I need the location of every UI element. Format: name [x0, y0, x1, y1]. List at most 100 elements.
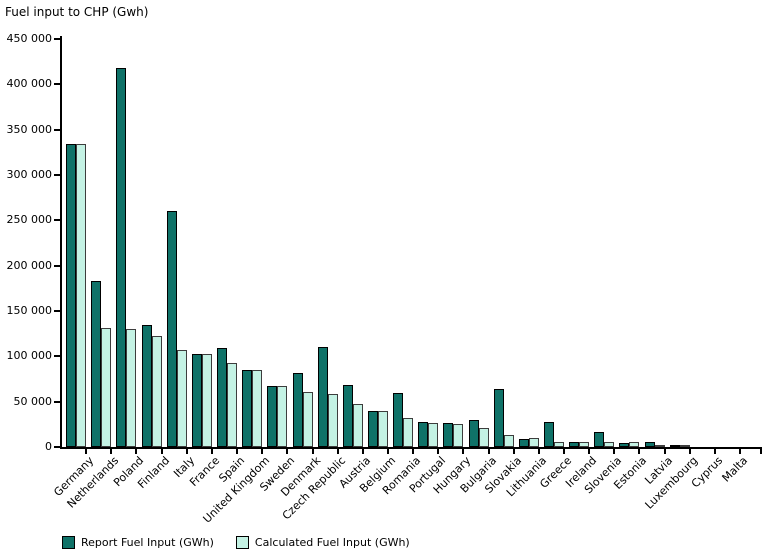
y-axis-tick	[54, 446, 60, 448]
chart-legend: Report Fuel Input (GWh) Calculated Fuel …	[62, 536, 410, 549]
bar-calculated-netherlands	[101, 328, 112, 447]
bar-report-greece	[544, 422, 554, 447]
y-axis-tick	[54, 83, 60, 86]
x-axis-tick	[160, 449, 163, 454]
bar-calculated-united-kingdom	[252, 369, 263, 447]
x-axis-tick	[437, 449, 440, 454]
x-axis-tick	[210, 449, 213, 454]
bar-calculated-belgium	[377, 410, 388, 447]
bar-report-hungary	[443, 423, 454, 447]
bar-calculated-austria	[352, 403, 363, 447]
bar-calculated-sweden	[277, 385, 288, 447]
y-axis-label: 100 000	[6, 349, 53, 363]
y-axis-tick	[54, 38, 60, 40]
x-axis-tick	[185, 449, 188, 454]
bar-calculated-spain	[227, 363, 238, 447]
bar-calculated-bulgaria	[478, 428, 489, 447]
report-series-swatch	[62, 536, 75, 549]
bar-calculated-portugal	[428, 422, 439, 447]
y-axis-tick	[54, 400, 60, 403]
bar-calculated-finland	[151, 335, 162, 447]
bar-report-spain	[217, 348, 228, 447]
y-axis-label: 400 000	[6, 77, 53, 91]
x-axis-tick	[663, 449, 666, 454]
x-axis-end-tick	[760, 449, 762, 454]
bar-calculated-ireland	[579, 441, 590, 447]
bar-report-ireland	[569, 442, 580, 447]
bar-report-austria	[342, 385, 353, 447]
y-axis-tick	[54, 174, 60, 176]
x-axis-tick	[537, 449, 540, 454]
bar-calculated-denmark	[302, 391, 313, 447]
bar-calculated-greece	[554, 441, 564, 447]
x-axis-tick	[462, 449, 465, 454]
bar-calculated-slovenia	[604, 442, 615, 447]
bar-report-portugal	[418, 422, 429, 447]
x-axis-tick	[487, 449, 490, 454]
bar-calculated-italy	[176, 350, 187, 447]
bar-report-belgium	[367, 410, 378, 447]
x-axis-tick	[336, 449, 339, 454]
x-axis-tick	[713, 449, 716, 454]
x-axis-tick	[563, 449, 565, 454]
x-axis-tick	[236, 449, 238, 454]
bar-report-slovakia	[493, 389, 504, 447]
y-axis-label: 250 000	[6, 213, 53, 227]
bar-report-sweden	[267, 385, 278, 447]
bar-calculated-lithuania	[528, 438, 539, 447]
bar-report-italy	[166, 211, 177, 447]
chart-title: Fuel input to CHP (Gwh)	[5, 5, 149, 19]
x-axis-label-malta: Malta	[719, 454, 751, 485]
bar-report-france	[191, 353, 202, 447]
bar-report-lithuania	[518, 439, 529, 447]
x-axis-tick	[588, 449, 591, 454]
y-axis-tick	[54, 264, 60, 267]
bar-report-czech-republic	[317, 347, 328, 447]
y-axis-line	[60, 36, 62, 449]
x-axis-tick	[135, 449, 138, 454]
y-axis-label: 300 000	[6, 168, 53, 181]
legend-item-calculated: Calculated Fuel Input (GWh)	[235, 536, 410, 549]
bar-calculated-luxembourg	[679, 445, 690, 447]
bar-report-bulgaria	[468, 419, 479, 447]
y-axis-label: 350 000	[6, 122, 53, 136]
x-axis-tick	[361, 449, 364, 454]
bar-report-poland	[116, 68, 127, 447]
bar-calculated-czech-republic	[327, 393, 338, 447]
x-axis-line	[60, 447, 762, 449]
x-axis-tick	[110, 449, 113, 454]
x-axis-tick	[286, 449, 289, 454]
bar-calculated-germany	[76, 144, 87, 447]
bar-report-denmark	[292, 372, 303, 447]
x-axis-tick	[512, 449, 515, 454]
y-axis-label: 150 000	[6, 304, 53, 317]
bar-calculated-estonia	[629, 442, 640, 447]
plot-area	[62, 39, 762, 447]
bar-report-estonia	[619, 442, 630, 447]
x-axis-tick	[613, 449, 616, 454]
y-axis-label: 200 000	[6, 258, 53, 272]
bar-report-romania	[393, 392, 404, 447]
x-axis-tick	[412, 449, 415, 454]
x-axis-tick	[688, 449, 691, 454]
y-axis-tick	[54, 310, 60, 312]
bar-calculated-romania	[403, 418, 414, 447]
legend-item-report: Report Fuel Input (GWh)	[62, 536, 214, 549]
y-axis-label: 50 000	[13, 394, 53, 408]
bar-calculated-hungary	[453, 424, 464, 447]
y-axis-tick	[54, 219, 60, 222]
bar-report-netherlands	[91, 281, 102, 447]
legend-label-calculated: Calculated Fuel Input (GWh)	[254, 536, 410, 549]
bar-report-luxembourg	[669, 445, 680, 447]
bar-calculated-poland	[126, 329, 137, 447]
calculated-series-swatch	[235, 536, 249, 549]
y-axis-tick	[54, 355, 60, 358]
x-axis-tick	[386, 449, 389, 454]
bar-report-finland	[141, 324, 152, 447]
x-axis-tick	[261, 449, 264, 454]
y-axis-label: 0	[45, 440, 52, 453]
x-axis-tick	[638, 449, 641, 454]
bar-report-germany	[66, 144, 77, 447]
y-axis-tick	[54, 128, 60, 131]
